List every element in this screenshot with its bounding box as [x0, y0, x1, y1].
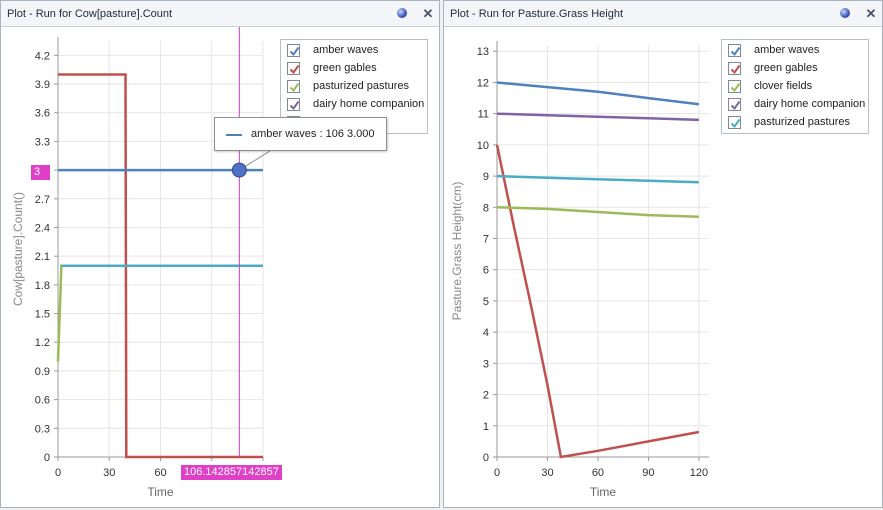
legend: amber waves green gables clover fields d…: [721, 39, 869, 134]
series-line: [495, 144, 700, 459]
series-line: [496, 112, 699, 122]
y-tick-label: 0: [483, 452, 489, 464]
y-tick-label: 3: [483, 358, 489, 370]
legend-label: dairy home companion: [313, 98, 425, 110]
checkbox-icon[interactable]: [287, 80, 300, 93]
x-tick-label: 120: [690, 467, 708, 479]
x-tick-label: 30: [103, 467, 115, 479]
checkbox-icon[interactable]: [728, 116, 741, 129]
legend-label: amber waves: [754, 44, 820, 56]
cow-count-chart[interactable]: 0 0.3 0.6 0.9 1.2 1.5 1.8 2.1 2.4 2.7 3 3.3 3.6 3.9 4.…: [1, 27, 441, 509]
y-tick-label: 0: [44, 452, 50, 464]
y-tick-label: 3.6: [35, 108, 50, 120]
y-tick-label: 1.5: [35, 309, 50, 321]
checkbox-icon[interactable]: [287, 98, 300, 111]
cursor-point: [231, 162, 247, 178]
x-tick-label: 60: [592, 467, 604, 479]
pin-icon[interactable]: [837, 6, 853, 22]
panel-title: Plot - Run for Cow[pasture].Count: [7, 8, 173, 20]
legend-label: clover fields: [754, 80, 813, 92]
x-tick-label: 30: [541, 467, 553, 479]
x-axis-label: Time: [590, 485, 617, 499]
checkbox-icon[interactable]: [287, 62, 300, 75]
x-tick-label: 0: [55, 467, 61, 479]
y-tick-label: 0.3: [35, 423, 50, 435]
checkbox-icon[interactable]: [728, 98, 741, 111]
y-axis-label: Cow[pasture].Count(): [11, 192, 25, 306]
y-tick-label: 4.2: [35, 50, 50, 62]
legend-item-dairy-home-companion[interactable]: dairy home companion: [728, 96, 878, 114]
y-tick-label: 13: [477, 46, 489, 58]
y-cursor-label: 3: [31, 165, 50, 180]
legend-item-pasturized-pastures[interactable]: pasturized pastures: [287, 78, 437, 96]
y-tick-label: 3.9: [35, 79, 50, 91]
legend-item-green-gables[interactable]: green gables: [728, 60, 878, 78]
legend-item-clover-fields[interactable]: clover fields: [728, 78, 878, 96]
checkbox-icon[interactable]: [728, 80, 741, 93]
y-tick-label: 2: [483, 390, 489, 402]
cow-count-plot-panel: Plot - Run for Cow[pasture].Count ✕ 0 0.3…: [0, 0, 440, 508]
legend-label: green gables: [313, 62, 377, 74]
legend-item-dairy-home-companion[interactable]: dairy home companion: [287, 96, 437, 114]
grass-height-plot-panel: Plot - Run for Pasture.Grass Height ✕ 0 1…: [443, 0, 883, 508]
y-tick-label: 11: [478, 109, 489, 121]
y-tick-label: 2.1: [35, 251, 50, 263]
y-tick-label: 3.3: [35, 136, 50, 148]
x-axis-label: Time: [147, 485, 174, 499]
x-tick-label: 60: [154, 467, 166, 479]
legend-label: pasturized pastures: [313, 80, 409, 92]
legend-label: green gables: [754, 62, 818, 74]
y-tick-label: 2.4: [35, 222, 50, 234]
y-tick-label: 0.9: [35, 366, 50, 378]
y-tick-label: 0.6: [35, 395, 50, 407]
series-line: [496, 206, 699, 218]
checkbox-icon[interactable]: [728, 44, 741, 57]
legend-item-green-gables[interactable]: green gables: [287, 60, 437, 78]
y-axis-label: Pasture.Grass Height(cm): [450, 182, 464, 321]
series-line: [496, 81, 700, 106]
y-tick-label: 1: [483, 421, 489, 433]
tooltip-swatch: [226, 134, 242, 136]
legend-item-amber-waves[interactable]: amber waves: [287, 42, 437, 60]
x-cursor-label: 106.142857142857: [181, 465, 282, 480]
panel-header: Plot - Run for Cow[pasture].Count ✕: [1, 1, 439, 27]
close-icon[interactable]: ✕: [865, 6, 877, 21]
legend-label: amber waves: [313, 44, 379, 56]
x-tick-label: 0: [494, 467, 500, 479]
y-tick-label: 12: [477, 77, 489, 89]
pin-icon[interactable]: [394, 6, 410, 22]
y-tick-label: 7: [483, 234, 489, 246]
legend-label: pasturized pastures: [754, 116, 850, 128]
x-tick-label: 90: [642, 467, 654, 479]
tooltip-text: amber waves : 106 3.000: [251, 128, 375, 140]
y-tick-label: 6: [483, 265, 489, 277]
y-tick-label: 1.8: [35, 280, 50, 292]
y-tick-label: 2.7: [35, 194, 50, 206]
close-icon[interactable]: ✕: [422, 6, 434, 21]
checkbox-icon[interactable]: [287, 44, 300, 57]
y-tick-label: 5: [483, 296, 489, 308]
panel-header: Plot - Run for Pasture.Grass Height ✕: [444, 1, 882, 27]
y-tick-label: 10: [477, 140, 489, 152]
legend-item-pasturized-pastures[interactable]: pasturized pastures: [728, 114, 878, 132]
checkbox-icon[interactable]: [728, 62, 741, 75]
series-line: [496, 174, 699, 184]
y-tick-label: 8: [483, 202, 489, 214]
y-tick-label: 9: [483, 171, 489, 183]
data-point-tooltip: amber waves : 106 3.000: [214, 117, 387, 151]
legend-label: dairy home companion: [754, 98, 866, 110]
y-tick-label: 1.2: [35, 337, 50, 349]
panel-title: Plot - Run for Pasture.Grass Height: [450, 8, 624, 20]
y-tick-label: 4: [483, 327, 489, 339]
legend-item-amber-waves[interactable]: amber waves: [728, 42, 878, 60]
